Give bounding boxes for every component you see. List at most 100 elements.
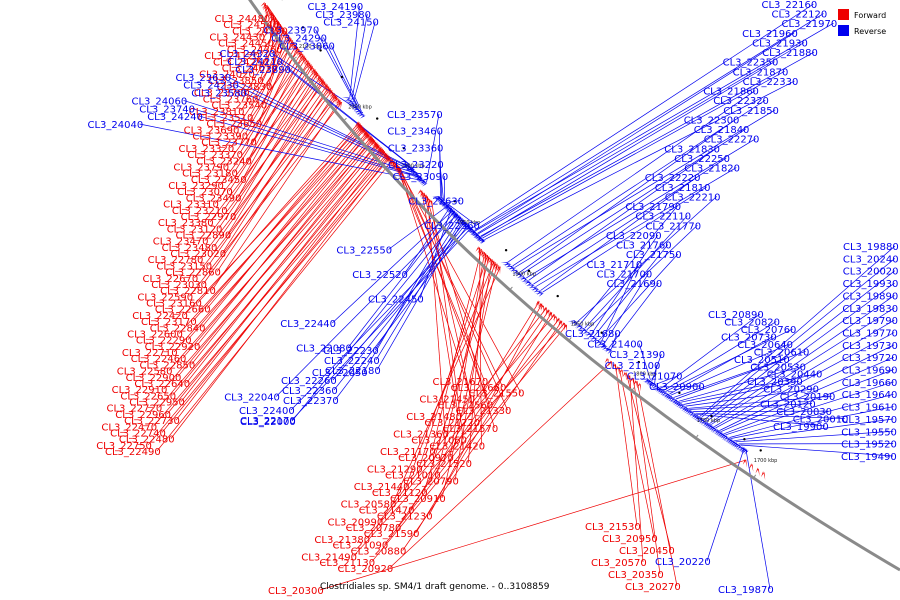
reverse-gene-label[interactable]: CL3_21790 — [625, 202, 681, 213]
reverse-gene-feature[interactable] — [470, 233, 480, 239]
forward-gene-feature[interactable] — [302, 57, 307, 67]
forward-gene-feature[interactable] — [330, 92, 335, 101]
reverse-gene-feature[interactable] — [439, 203, 449, 208]
reverse-gene-label[interactable]: CL3_21830 — [664, 144, 720, 155]
reverse-gene-feature[interactable] — [462, 226, 472, 231]
forward-gene-label[interactable]: CL3_23390 — [192, 132, 248, 143]
reverse-gene-label[interactable]: CL3_22450 — [368, 295, 424, 306]
forward-gene-label[interactable]: CL3_23150 — [156, 261, 212, 272]
reverse-gene-feature[interactable] — [586, 335, 596, 341]
reverse-gene-feature[interactable] — [700, 422, 710, 428]
reverse-gene-label[interactable]: CL3_21070 — [627, 371, 683, 382]
reverse-gene-feature[interactable] — [708, 427, 717, 433]
reverse-gene-feature[interactable] — [356, 114, 366, 119]
reverse-gene-label[interactable]: CL3_22210 — [665, 192, 721, 203]
reverse-gene-label[interactable]: CL3_21820 — [684, 164, 740, 175]
reverse-gene-label[interactable]: CL3_21930 — [752, 39, 808, 50]
forward-gene-label[interactable]: CL3_20880 — [351, 547, 407, 558]
reverse-gene-label[interactable]: CL3_24210 — [227, 57, 283, 68]
reverse-gene-label[interactable]: CL3_22230 — [323, 346, 379, 357]
forward-gene-feature[interactable] — [535, 300, 540, 310]
reverse-gene-feature[interactable] — [582, 332, 591, 337]
forward-gene-feature[interactable] — [373, 142, 379, 152]
forward-gene-label[interactable]: CL3_21490 — [301, 552, 357, 563]
reverse-gene-label[interactable]: CL3_21960 — [742, 29, 798, 40]
forward-gene-label[interactable]: CL3_23490 — [186, 193, 242, 204]
forward-gene-feature[interactable] — [325, 87, 331, 96]
forward-gene-feature[interactable] — [358, 125, 364, 135]
reverse-gene-label[interactable]: CL3_19720 — [842, 353, 898, 364]
forward-gene-label[interactable]: CL3_21660 — [451, 383, 507, 394]
reverse-gene-label[interactable]: CL3_22050 — [312, 368, 368, 379]
forward-gene-feature[interactable] — [538, 302, 542, 312]
reverse-gene-feature[interactable] — [685, 411, 695, 417]
forward-gene-label[interactable]: CL3_22720 — [107, 404, 163, 415]
forward-gene-feature[interactable] — [636, 382, 641, 392]
forward-gene-feature[interactable] — [381, 151, 387, 161]
reverse-gene-label[interactable]: CL3_19520 — [841, 440, 897, 451]
reverse-gene-feature[interactable] — [450, 214, 460, 219]
forward-gene-feature[interactable] — [367, 135, 372, 145]
reverse-gene-feature[interactable] — [444, 208, 454, 213]
forward-gene-feature[interactable] — [742, 459, 747, 468]
reverse-gene-feature[interactable] — [574, 325, 584, 331]
reverse-gene-label[interactable]: CL3_20440 — [767, 370, 823, 381]
forward-gene-label[interactable]: CL3_23380 — [158, 218, 214, 229]
forward-gene-feature[interactable] — [483, 254, 488, 263]
reverse-gene-feature[interactable] — [342, 97, 351, 102]
forward-gene-feature[interactable] — [384, 154, 390, 164]
reverse-gene-label[interactable]: CL3_23360 — [388, 143, 444, 154]
reverse-gene-feature[interactable] — [509, 269, 519, 275]
forward-gene-feature[interactable] — [561, 322, 565, 331]
reverse-gene-feature[interactable] — [521, 280, 530, 285]
forward-gene-feature[interactable] — [555, 317, 560, 327]
reverse-gene-feature[interactable] — [706, 426, 716, 432]
forward-gene-label[interactable]: CL3_21010 — [385, 471, 441, 482]
forward-gene-feature[interactable] — [550, 313, 555, 323]
reverse-gene-feature[interactable] — [577, 328, 586, 333]
reverse-gene-feature[interactable] — [678, 406, 687, 411]
reverse-gene-feature[interactable] — [656, 390, 666, 396]
forward-gene-label[interactable]: CL3_21230 — [377, 511, 433, 522]
reverse-gene-feature[interactable] — [528, 286, 538, 292]
forward-gene-feature[interactable] — [396, 167, 402, 177]
reverse-gene-feature[interactable] — [502, 263, 512, 268]
reverse-gene-feature[interactable] — [518, 277, 528, 283]
forward-gene-label[interactable]: CL3_20570 — [591, 558, 647, 569]
reverse-gene-label[interactable]: CL3_24290 — [271, 34, 327, 45]
forward-gene-label[interactable]: CL3_21120 — [372, 488, 428, 499]
reverse-gene-label[interactable]: CL3_24040 — [88, 120, 144, 131]
forward-gene-feature[interactable] — [366, 134, 371, 143]
forward-gene-label[interactable]: CL3_22730 — [124, 416, 180, 427]
forward-gene-feature[interactable] — [355, 122, 361, 132]
reverse-gene-feature[interactable] — [718, 434, 727, 440]
forward-gene-feature[interactable] — [313, 71, 318, 81]
reverse-gene-label[interactable]: CL3_19900 — [773, 422, 829, 433]
forward-gene-label[interactable]: CL3_22960 — [115, 410, 171, 421]
reverse-gene-feature[interactable] — [584, 333, 593, 339]
reverse-gene-feature[interactable] — [569, 321, 579, 327]
reverse-gene-label[interactable]: CL3_21400 — [587, 340, 643, 351]
forward-gene-feature[interactable] — [633, 380, 638, 389]
reverse-gene-label[interactable]: CL3_21700 — [597, 269, 653, 280]
reverse-gene-feature[interactable] — [739, 449, 749, 455]
reverse-gene-label[interactable]: CL3_22170 — [240, 416, 296, 427]
forward-gene-label[interactable]: CL3_21530 — [585, 522, 641, 533]
reverse-gene-feature[interactable] — [467, 230, 477, 236]
reverse-gene-label[interactable]: CL3_24230 — [183, 81, 239, 92]
forward-gene-label[interactable]: CL3_21520 — [416, 459, 472, 470]
reverse-gene-feature[interactable] — [644, 380, 653, 386]
reverse-gene-label[interactable]: CL3_22400 — [239, 406, 295, 417]
reverse-gene-feature[interactable] — [725, 439, 734, 445]
reverse-gene-label[interactable]: CL3_20390 — [747, 377, 803, 388]
forward-gene-label[interactable]: CL3_21450 — [419, 395, 475, 406]
forward-gene-feature[interactable] — [545, 309, 550, 318]
reverse-gene-feature[interactable] — [451, 215, 461, 220]
reverse-gene-label[interactable]: CL3_20900 — [649, 382, 705, 393]
reverse-gene-label[interactable]: CL3_23460 — [387, 127, 443, 138]
forward-gene-label[interactable]: CL3_24430 — [209, 33, 265, 44]
reverse-gene-feature[interactable] — [738, 448, 748, 454]
reverse-gene-label[interactable]: CL3_23890 — [235, 65, 291, 76]
reverse-gene-label[interactable]: CL3_19870 — [718, 585, 774, 596]
forward-gene-label[interactable]: CL3_21090 — [333, 541, 389, 552]
